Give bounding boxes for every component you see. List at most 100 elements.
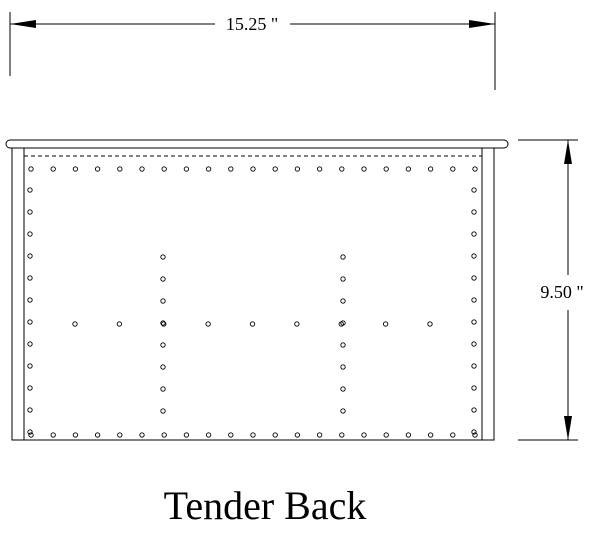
- rivet-right-column: [471, 253, 477, 259]
- rivet-bottom-row: [139, 432, 145, 438]
- top-rail: [5, 139, 509, 149]
- rivet-right-column: [471, 209, 477, 215]
- rivet-left-column: [27, 319, 33, 325]
- rivet-right-strap: [340, 254, 346, 260]
- rivet-bottom-row: [228, 432, 234, 438]
- rivet-bottom-row: [427, 432, 434, 438]
- tender-back-panel: [5, 139, 509, 441]
- rivet-top-row: [450, 166, 456, 172]
- rivet-top-row: [28, 166, 34, 172]
- rivet-left-column: [27, 297, 33, 303]
- rivet-center-row: [72, 321, 78, 327]
- rivet-bottom-row: [316, 432, 323, 438]
- rivet-left-strap: [160, 342, 166, 348]
- rivet-bottom-row: [183, 432, 190, 438]
- rivet-left-strap: [160, 254, 166, 260]
- rivet-top-row: [183, 166, 190, 172]
- rivet-right-column: [471, 319, 477, 325]
- rivet-top-row: [339, 166, 345, 172]
- rivet-top-row: [161, 166, 167, 172]
- rivet-top-row: [405, 166, 412, 172]
- rivet-bottom-row: [28, 432, 34, 438]
- rivet-right-strap: [340, 342, 346, 348]
- rivet-top-row: [72, 166, 79, 172]
- rivet-left-column: [27, 429, 33, 435]
- rivet-bottom-row: [72, 432, 79, 438]
- width-arrow-right: [469, 20, 495, 28]
- rivet-center-row: [294, 321, 300, 327]
- rivet-left-column: [27, 385, 33, 391]
- rivet-left-strap: [160, 364, 166, 370]
- rivet-top-row: [361, 166, 367, 172]
- width-dimension: [9, 12, 496, 90]
- rivet-center-row: [338, 321, 344, 327]
- width-dimension-label: 15.25 ": [226, 14, 278, 34]
- rivet-right-strap: [340, 364, 346, 370]
- rivet-right-column: [471, 363, 477, 369]
- rivet-bottom-row: [361, 432, 367, 438]
- rivet-center-row: [249, 321, 256, 327]
- rivet-left-column: [27, 275, 33, 281]
- rivet-top-row: [50, 166, 56, 172]
- rivet-left-strap: [160, 386, 166, 392]
- rivet-bottom-row: [117, 432, 123, 438]
- rivet-right-strap: [340, 386, 346, 392]
- rivet-bottom-row: [294, 432, 301, 438]
- rivet-left-column: [27, 231, 33, 237]
- rivet-center-row: [161, 321, 167, 327]
- rivet-bottom-row: [405, 432, 412, 438]
- rivet-top-row: [427, 166, 434, 172]
- rivet-bottom-row: [450, 432, 456, 438]
- width-arrow-left: [10, 20, 36, 28]
- rivet-left-column: [27, 253, 33, 259]
- rivet-right-column: [471, 429, 477, 435]
- rivet-right-strap: [340, 298, 346, 304]
- rivet-left-strap: [160, 320, 166, 326]
- rivet-left-column: [27, 187, 33, 193]
- rivet-left-strap: [160, 408, 166, 414]
- rivet-bottom-row: [339, 432, 345, 438]
- rivet-bottom-row: [205, 432, 212, 438]
- rivet-top-row: [228, 166, 234, 172]
- rivet-pattern: [27, 166, 478, 438]
- rivet-left-strap: [160, 276, 166, 282]
- rivet-top-row: [205, 166, 212, 172]
- rivet-right-column: [471, 385, 477, 391]
- rivet-right-column: [471, 187, 477, 193]
- rivet-bottom-row: [50, 432, 56, 438]
- rivet-top-row: [94, 166, 101, 172]
- rivet-left-strap: [160, 298, 166, 304]
- height-dimension-label: 9.50 ": [540, 282, 583, 302]
- rivet-right-column: [471, 231, 477, 237]
- rivet-bottom-row: [472, 432, 478, 438]
- rivet-right-column: [471, 341, 477, 347]
- rivet-right-column: [471, 297, 477, 303]
- rivet-right-column: [471, 275, 477, 281]
- rivet-center-row: [382, 321, 389, 327]
- rivet-left-column: [27, 363, 33, 369]
- rivet-top-row: [316, 166, 323, 172]
- rivet-left-column: [27, 209, 33, 215]
- height-dimension: [518, 139, 578, 441]
- rivet-left-column: [27, 407, 33, 413]
- height-arrow-top: [564, 140, 572, 164]
- rivet-bottom-row: [250, 432, 256, 438]
- rivet-bottom-row: [272, 432, 278, 438]
- drawing-title: Tender Back: [163, 483, 367, 528]
- rivet-top-row: [250, 166, 256, 172]
- rivet-center-row: [205, 321, 211, 327]
- rivet-bottom-row: [161, 432, 167, 438]
- rivet-bottom-row: [383, 432, 389, 438]
- rivet-top-row: [472, 166, 478, 172]
- panel-outline: [11, 147, 495, 441]
- rivet-right-strap: [340, 408, 346, 414]
- height-arrow-bottom: [564, 416, 572, 440]
- rivet-right-column: [471, 407, 477, 413]
- rivet-top-row: [117, 166, 123, 172]
- rivet-top-row: [383, 166, 389, 172]
- rivet-left-column: [27, 341, 33, 347]
- rivet-center-row: [427, 321, 433, 327]
- rivet-center-row: [116, 321, 123, 327]
- rivet-bottom-row: [94, 432, 101, 438]
